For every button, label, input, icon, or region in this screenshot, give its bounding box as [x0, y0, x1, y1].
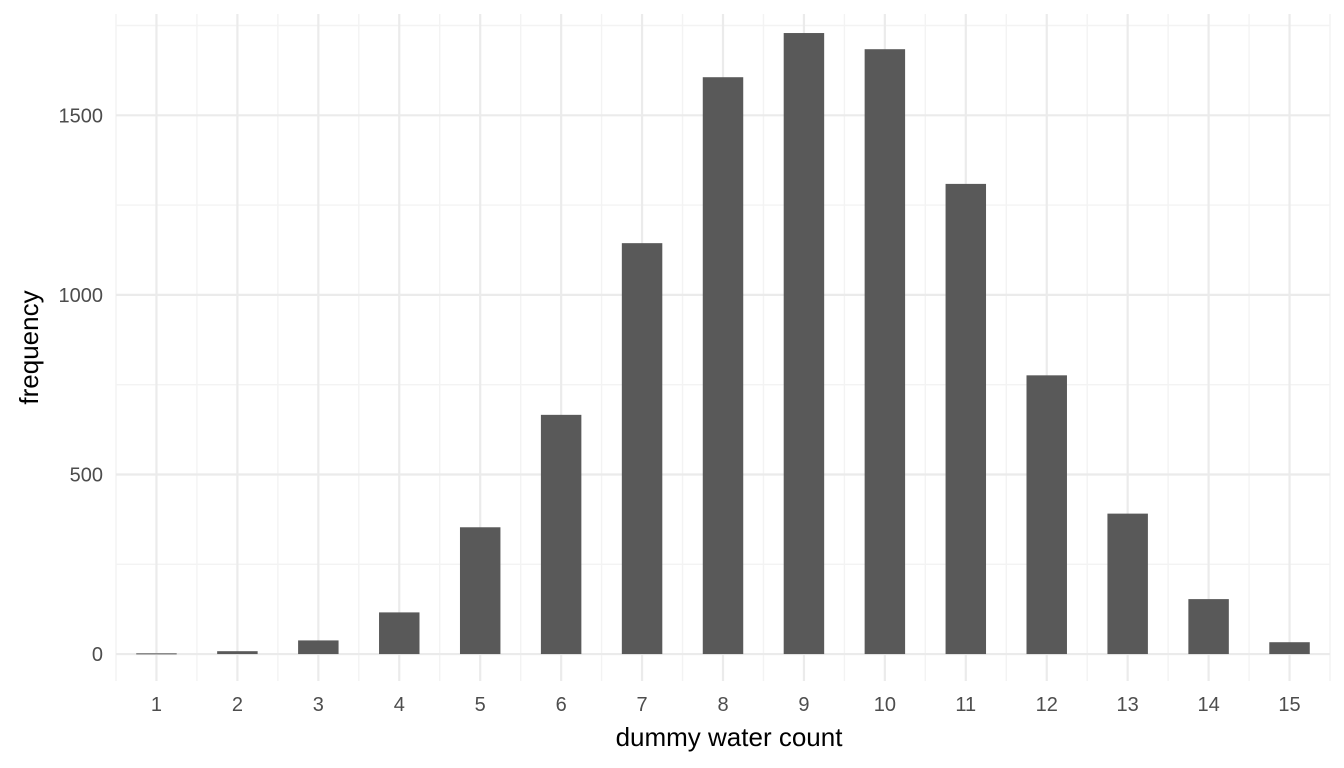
bar: [864, 49, 906, 655]
x-axis-title: dummy water count: [616, 722, 844, 752]
y-axis-tick-labels: 0 500 1000 1500: [59, 105, 104, 666]
y-axis-title: frequency: [14, 290, 44, 404]
x-tick-label: 5: [475, 694, 486, 716]
x-tick-label: 13: [1117, 694, 1139, 716]
bar: [298, 640, 339, 655]
x-tick-label: 2: [232, 694, 243, 716]
bar: [945, 183, 987, 655]
x-tick-label: 12: [1036, 694, 1058, 716]
y-tick-label: 1000: [59, 285, 104, 307]
bar: [1026, 375, 1067, 655]
bar: [783, 33, 825, 655]
bar: [459, 527, 501, 655]
x-tick-label: 15: [1278, 694, 1300, 716]
x-tick-label: 10: [874, 694, 896, 716]
grid-lines: [115, 14, 1331, 681]
bar: [702, 77, 744, 655]
bar: [379, 612, 420, 655]
y-tick-label: 0: [92, 644, 103, 666]
x-tick-label: 14: [1197, 694, 1219, 716]
x-tick-label: 7: [637, 694, 648, 716]
x-tick-label: 3: [313, 694, 324, 716]
bar: [1107, 513, 1148, 655]
x-tick-label: 6: [556, 694, 567, 716]
x-tick-label: 9: [798, 694, 809, 716]
bar: [621, 243, 663, 655]
x-tick-label: 1: [151, 694, 162, 716]
y-tick-label: 500: [70, 464, 103, 486]
bar: [1269, 642, 1310, 655]
x-tick-label: 4: [394, 694, 405, 716]
x-axis-tick-labels: 1 2 3 4 5 6 7 8 9 10 11 12 13 14 15: [151, 694, 1301, 716]
bar: [1188, 599, 1229, 655]
bar: [540, 414, 582, 655]
x-tick-label: 8: [717, 694, 728, 716]
bar: [217, 651, 258, 655]
bars: [136, 33, 1310, 655]
bar: [136, 653, 177, 655]
x-tick-label: 11: [955, 694, 976, 716]
y-tick-label: 1500: [59, 105, 104, 127]
